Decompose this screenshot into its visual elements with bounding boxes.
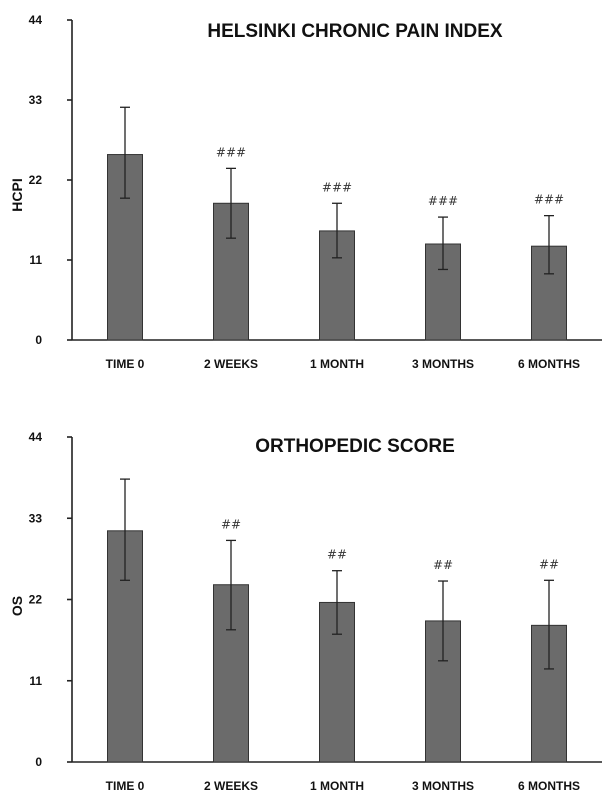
x-tick-label: 3 MONTHS: [412, 779, 474, 793]
significance-marker: ##: [327, 548, 347, 562]
x-tick-label: 1 MONTH: [310, 779, 364, 793]
significance-marker: ###: [428, 194, 458, 208]
y-axis-label: HCPI: [9, 178, 25, 211]
y-tick-label: 0: [35, 755, 42, 769]
y-tick-label: 22: [29, 173, 43, 187]
significance-marker: ##: [221, 517, 241, 531]
y-tick-label: 0: [35, 333, 42, 347]
x-tick-label: 2 WEEKS: [204, 357, 258, 371]
orthopedic-score-chart: ORTHOPEDIC SCORE OS 0 11 22 33 44 TIME 0 ## 2 W…: [9, 430, 602, 793]
y-tick-label: 44: [29, 430, 43, 444]
x-tick-label: 2 WEEKS: [204, 779, 258, 793]
significance-marker: ##: [433, 558, 453, 572]
y-tick-label: 11: [29, 674, 42, 688]
y-tick-label: 33: [29, 93, 43, 107]
x-tick-label: TIME 0: [106, 779, 145, 793]
x-tick-label: TIME 0: [106, 357, 145, 371]
x-tick-label: 3 MONTHS: [412, 357, 474, 371]
hcpi-chart: HELSINKI CHRONIC PAIN INDEX HCPI 0 11 22 33…: [9, 13, 602, 371]
y-tick-label: 44: [29, 13, 43, 27]
y-tick-label: 22: [29, 593, 43, 607]
significance-marker: ###: [216, 145, 246, 159]
y-tick-label: 11: [29, 253, 42, 267]
significance-marker: ###: [534, 193, 564, 207]
chart-title: ORTHOPEDIC SCORE: [255, 436, 455, 457]
chart-title: HELSINKI CHRONIC PAIN INDEX: [207, 21, 503, 42]
y-axis-label: OS: [9, 596, 25, 616]
x-tick-label: 6 MONTHS: [518, 357, 580, 371]
x-tick-label: 1 MONTH: [310, 357, 364, 371]
significance-marker: ###: [322, 180, 352, 194]
y-tick-label: 33: [29, 511, 43, 525]
x-tick-label: 6 MONTHS: [518, 779, 580, 793]
significance-marker: ##: [539, 557, 559, 571]
